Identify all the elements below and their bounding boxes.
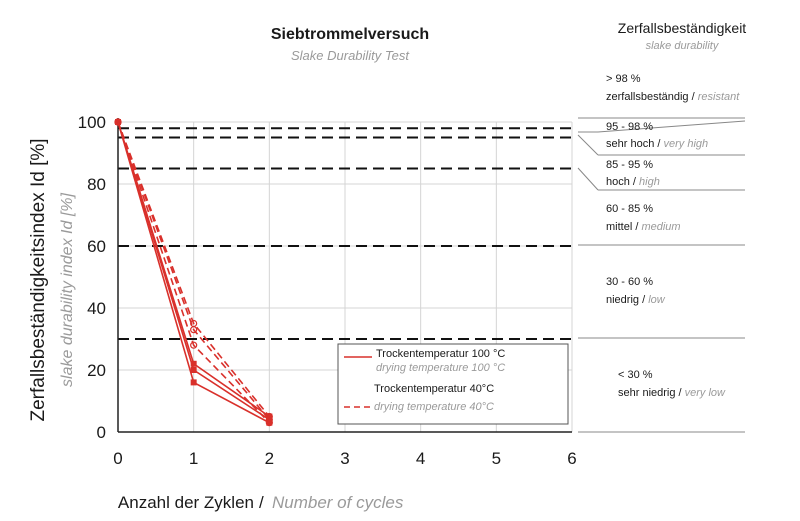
class-divider <box>597 120 746 133</box>
x-axis-label: Anzahl der Zyklen <box>118 493 254 512</box>
legend-box <box>337 343 569 425</box>
legend-item-100-en: drying temperature 100 °C <box>376 362 505 374</box>
x-tick-label: 4 <box>416 449 425 468</box>
classification-subtitle: slake durability <box>646 40 720 52</box>
chart-subtitle: Slake Durability Test <box>291 48 410 63</box>
y-axis-label-en: slake durability index Id [%] <box>59 193 76 387</box>
x-tick-label: 1 <box>189 449 198 468</box>
y-tick-label: 40 <box>87 299 106 318</box>
y-tick-label: 0 <box>97 423 106 442</box>
data-point-40c <box>265 419 273 427</box>
class-label: mittel / medium <box>606 221 681 233</box>
class-range: 60 - 85 % <box>606 203 653 215</box>
class-label: hoch / high <box>606 176 660 188</box>
class-range: 30 - 60 % <box>606 276 653 288</box>
data-point-40c <box>190 326 198 334</box>
y-tick-label: 80 <box>87 175 106 194</box>
legend-item-40-de: Trockentemperatur 40°C <box>374 383 494 395</box>
classification-title: Zerfallsbeständigkeit <box>618 20 747 36</box>
class-label: zerfallsbeständig / resistant <box>606 91 740 103</box>
class-range: < 30 % <box>618 369 653 381</box>
x-axis-label-en: Number of cycles <box>272 493 404 512</box>
y-tick-label: 100 <box>78 113 106 132</box>
class-range: > 98 % <box>606 73 641 85</box>
class-label: niedrig / low <box>606 294 666 306</box>
data-point-100c <box>190 379 197 386</box>
y-tick-label: 20 <box>87 361 106 380</box>
data-series <box>114 118 273 427</box>
data-point-100c <box>190 360 197 367</box>
class-label: sehr hoch / very high <box>606 138 708 150</box>
class-range: 95 - 98 % <box>606 121 653 133</box>
x-tick-label: 0 <box>113 449 122 468</box>
x-tick-label: 5 <box>492 449 501 468</box>
x-tick-label: 3 <box>340 449 349 468</box>
class-label: sehr niedrig / very low <box>618 387 726 399</box>
class-range: 85 - 95 % <box>606 159 653 171</box>
x-tick-label: 6 <box>567 449 576 468</box>
series-line-40c <box>117 121 270 424</box>
legend-item-100-de: Trockentemperatur 100 °C <box>376 348 505 360</box>
axes <box>117 118 572 433</box>
y-axis-label: Zerfallsbeständigkeitsindex Id [%] <box>28 138 49 421</box>
x-axis-label-separator: / <box>259 493 264 512</box>
y-tick-label: 60 <box>87 237 106 256</box>
class-divider <box>577 134 599 156</box>
legend-item-40-en: drying temperature 40°C <box>374 401 494 413</box>
class-divider <box>577 167 599 191</box>
x-tick-label: 2 <box>265 449 274 468</box>
data-point-40c <box>114 118 122 126</box>
data-point-100c <box>190 367 197 373</box>
series-line-40c <box>117 121 270 421</box>
legend: Trockentemperatur 100 °C drying temperat… <box>337 343 569 425</box>
chart-title: Siebtrommelversuch <box>271 26 429 43</box>
classification-panel: Zerfallsbeständigkeit slake durability >… <box>577 20 747 433</box>
reference-lines <box>118 127 572 340</box>
data-point-40c <box>190 341 198 349</box>
